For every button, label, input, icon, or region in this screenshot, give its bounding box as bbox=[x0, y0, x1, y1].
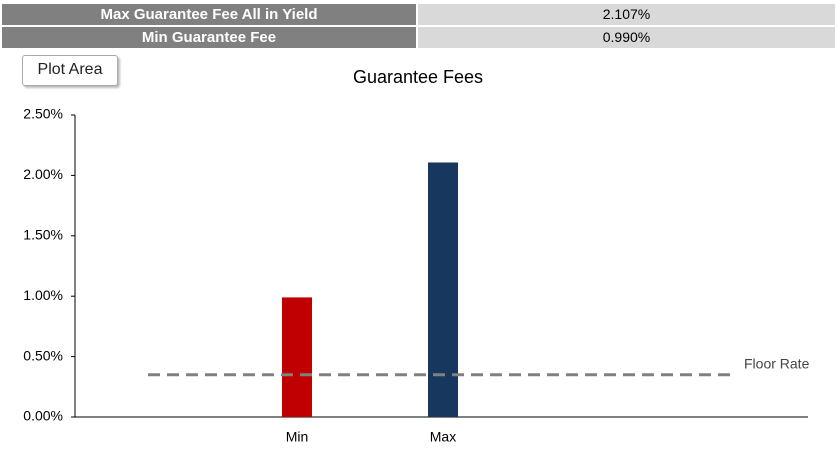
y-tick-label: 1.00% bbox=[23, 287, 63, 303]
bar bbox=[282, 297, 312, 417]
bar bbox=[428, 162, 458, 417]
chart-title: Guarantee Fees bbox=[353, 67, 483, 87]
y-tick-label: 2.50% bbox=[23, 106, 63, 122]
y-tick-label: 0.50% bbox=[23, 347, 63, 363]
table-row: Min Guarantee Fee 0.990% bbox=[2, 27, 835, 48]
y-tick-label: 2.00% bbox=[23, 166, 63, 182]
table-cell: Max Guarantee Fee All in Yield bbox=[2, 4, 416, 25]
y-tick-label: 0.00% bbox=[23, 408, 63, 424]
tooltip: Plot Area bbox=[22, 55, 118, 86]
table-cell: 2.107% bbox=[418, 4, 835, 25]
table-row: Max Guarantee Fee All in Yield 2.107% bbox=[2, 4, 835, 25]
floor-label: Floor Rate bbox=[744, 355, 810, 371]
table-cell: Min Guarantee Fee bbox=[2, 27, 416, 48]
table-cell: 0.990% bbox=[418, 27, 835, 48]
x-tick-label: Min bbox=[286, 429, 309, 445]
x-tick-label: Max bbox=[430, 429, 456, 445]
y-tick-label: 1.50% bbox=[23, 227, 63, 243]
